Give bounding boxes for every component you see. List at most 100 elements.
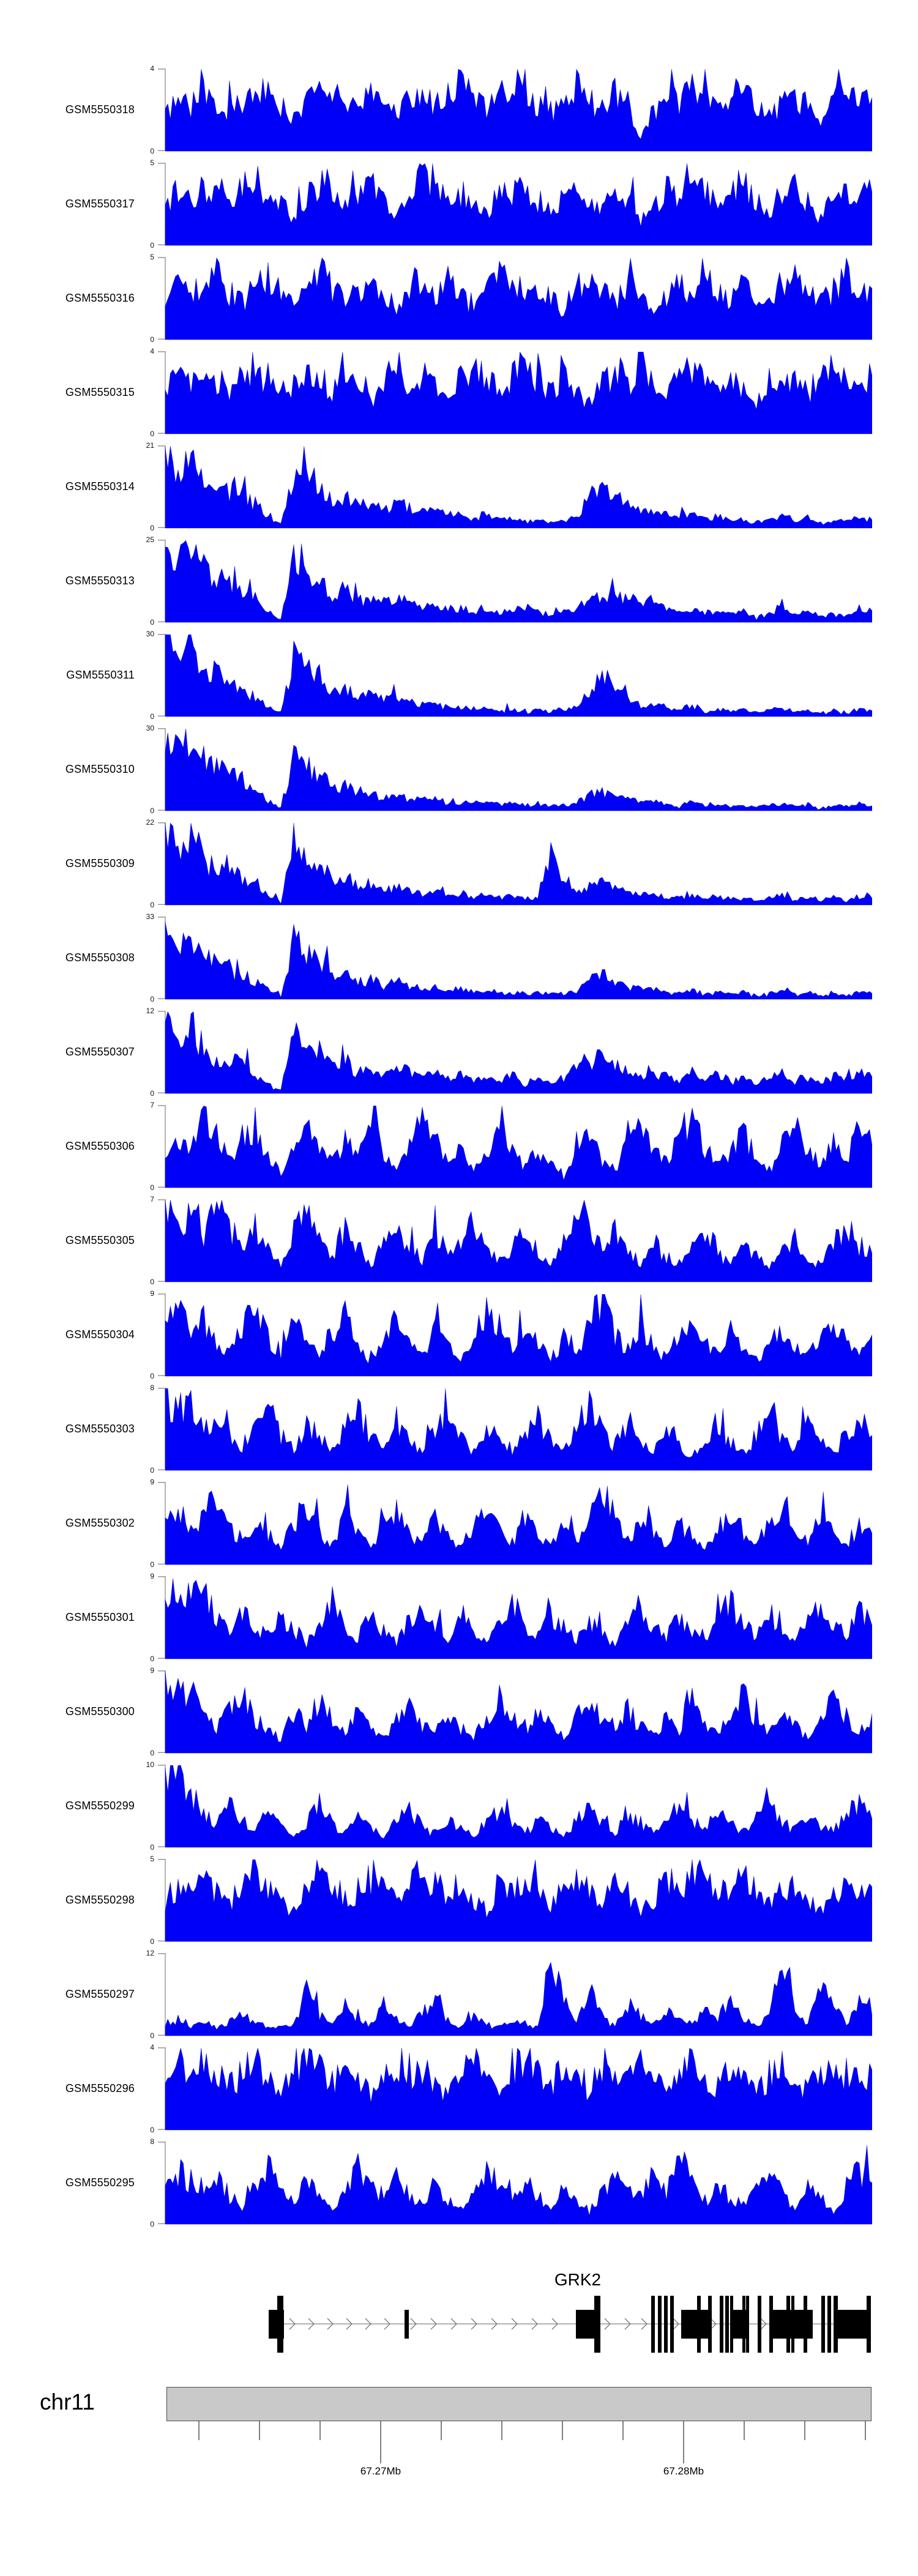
yaxis-zero-label: 0 bbox=[150, 335, 154, 344]
track-label: GSM5550304 bbox=[65, 1328, 135, 1341]
exon-tall-bar bbox=[769, 2296, 773, 2353]
yaxis-max-label: 7 bbox=[150, 1101, 154, 1109]
signal-area bbox=[165, 69, 872, 152]
yaxis-zero-label: 0 bbox=[150, 1372, 154, 1380]
yaxis-max-label: 9 bbox=[150, 1289, 154, 1298]
signal-area bbox=[165, 351, 872, 434]
gene-model bbox=[269, 2296, 871, 2353]
axis-tick-label: 67.28Mb bbox=[663, 2465, 704, 2477]
track-label: GSM5550313 bbox=[65, 575, 135, 587]
yaxis-bracket bbox=[158, 1011, 166, 1093]
yaxis-max-label: 8 bbox=[150, 1383, 154, 1392]
track-plot bbox=[158, 1105, 872, 1188]
yaxis-zero-label: 0 bbox=[150, 2126, 154, 2134]
exon-tall-bar bbox=[791, 2296, 794, 2353]
chromosome-label: chr11 bbox=[40, 2389, 95, 2414]
signal-area bbox=[165, 2145, 872, 2225]
signal-area bbox=[165, 2047, 872, 2131]
yaxis-bracket bbox=[158, 1576, 166, 1659]
yaxis-bracket bbox=[158, 2142, 166, 2224]
yaxis-max-label: 5 bbox=[150, 158, 154, 167]
track-plot bbox=[158, 1953, 872, 2036]
strand-arrow-icon bbox=[450, 2318, 457, 2330]
yaxis-bracket bbox=[158, 917, 166, 999]
exon-box bbox=[834, 2310, 871, 2339]
track-label: GSM5550305 bbox=[65, 1234, 135, 1246]
track-plot bbox=[158, 2047, 872, 2131]
track-label: GSM5550300 bbox=[65, 1705, 135, 1718]
signal-area bbox=[165, 1294, 872, 1377]
yaxis-bracket bbox=[158, 1482, 166, 1565]
axis-tick-label: 67.27Mb bbox=[360, 2465, 401, 2477]
yaxis-zero-label: 0 bbox=[150, 806, 154, 815]
exon-box bbox=[681, 2310, 710, 2339]
track-label: GSM5550298 bbox=[65, 1894, 135, 1906]
yaxis-zero-label: 0 bbox=[150, 241, 154, 250]
yaxis-bracket bbox=[158, 163, 166, 245]
strand-arrow-icon bbox=[410, 2318, 417, 2330]
exon-tall-bar bbox=[651, 2296, 655, 2353]
yaxis-zero-label: 0 bbox=[150, 1278, 154, 1286]
strand-arrow-icon bbox=[471, 2318, 477, 2330]
strand-arrow-icon bbox=[511, 2318, 518, 2330]
yaxis-max-label: 30 bbox=[146, 724, 154, 732]
track-plot bbox=[158, 69, 872, 152]
yaxis-zero-label: 0 bbox=[150, 995, 154, 1003]
strand-arrow-icon bbox=[673, 2318, 679, 2330]
track-label: GSM5550308 bbox=[65, 951, 135, 964]
strand-arrow-icon bbox=[430, 2318, 437, 2330]
yaxis-bracket bbox=[158, 69, 166, 151]
exon-tall-bar bbox=[730, 2296, 733, 2353]
track-label: GSM5550314 bbox=[65, 480, 135, 493]
yaxis-max-label: 33 bbox=[146, 912, 154, 921]
strand-arrow-icon bbox=[384, 2318, 390, 2330]
track-plot bbox=[158, 917, 872, 1000]
signal-area bbox=[165, 540, 872, 623]
yaxis-max-label: 5 bbox=[150, 1855, 154, 1863]
yaxis-zero-label: 0 bbox=[150, 2220, 154, 2228]
signal-area bbox=[165, 635, 872, 717]
strand-arrow-icon bbox=[346, 2318, 353, 2330]
exon-tall-bar bbox=[658, 2296, 662, 2353]
signal-area bbox=[165, 163, 872, 246]
strand-arrow-icon bbox=[760, 2318, 767, 2330]
strand-arrow-icon bbox=[491, 2318, 498, 2330]
yaxis-bracket bbox=[158, 1953, 166, 2036]
track-plot bbox=[158, 822, 872, 906]
signal-area bbox=[165, 1011, 872, 1094]
exon-tall-bar bbox=[594, 2296, 600, 2353]
exon-tall-bar bbox=[834, 2296, 838, 2353]
track-plot bbox=[158, 540, 872, 623]
track-label: GSM5550315 bbox=[65, 386, 135, 398]
strand-arrow-icon bbox=[641, 2318, 647, 2330]
yaxis-bracket bbox=[158, 1105, 166, 1188]
signal-area bbox=[165, 1962, 872, 2036]
track-plot bbox=[158, 1765, 872, 1848]
yaxis-max-label: 8 bbox=[150, 2137, 154, 2146]
signal-area bbox=[165, 446, 872, 529]
exon-tall-bar bbox=[821, 2296, 825, 2353]
yaxis-zero-label: 0 bbox=[150, 618, 154, 627]
strand-arrow-icon bbox=[308, 2318, 315, 2330]
yaxis-bracket bbox=[158, 1670, 166, 1753]
yaxis-zero-label: 0 bbox=[150, 1843, 154, 1852]
exon-tall-bar bbox=[742, 2296, 745, 2353]
strand-arrow-icon bbox=[531, 2318, 538, 2330]
axis-ticks bbox=[198, 2421, 866, 2463]
exon-tall-bar bbox=[746, 2296, 749, 2353]
yaxis-max-label: 22 bbox=[146, 818, 154, 827]
strand-arrow-icon bbox=[365, 2318, 371, 2330]
track-label: GSM5550306 bbox=[65, 1140, 135, 1152]
exon-tall-bar bbox=[697, 2296, 701, 2353]
track-plot bbox=[158, 1388, 872, 1471]
yaxis-max-label: 25 bbox=[146, 535, 154, 544]
yaxis-bracket bbox=[158, 445, 166, 528]
yaxis-zero-label: 0 bbox=[150, 2031, 154, 2040]
exon-tall-bar bbox=[670, 2296, 674, 2353]
yaxis-bracket bbox=[158, 1765, 166, 1847]
track-label: GSM5550318 bbox=[65, 103, 135, 116]
exon-tall-bar bbox=[664, 2296, 668, 2353]
signal-area bbox=[165, 1484, 872, 1565]
exon-tall-bar bbox=[758, 2296, 761, 2353]
